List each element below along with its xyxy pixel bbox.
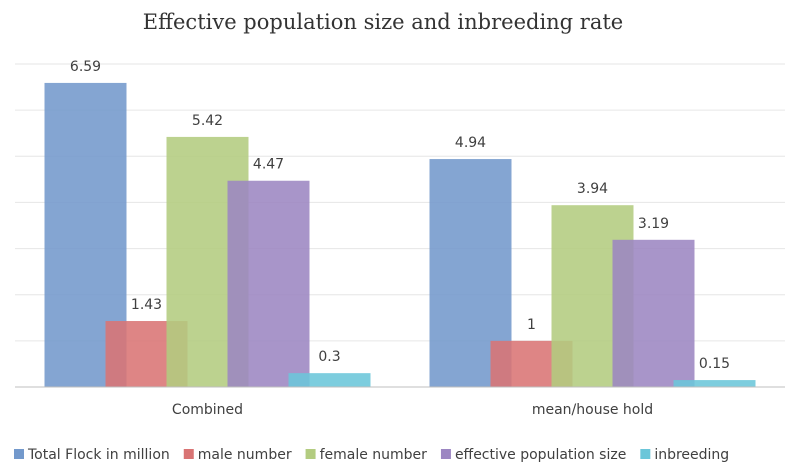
legend-swatch xyxy=(183,449,194,459)
category-labels: Combined mean/house hold xyxy=(172,402,653,418)
gridlines xyxy=(15,63,785,342)
data-label: 3.94 xyxy=(577,181,608,197)
legend-label: male number xyxy=(198,447,292,463)
data-label: 6.59 xyxy=(70,59,101,75)
data-label: 4.47 xyxy=(253,157,284,173)
bar-inbreeding-1 xyxy=(673,380,756,387)
legend: Total Flock in million male number female … xyxy=(14,447,729,463)
data-label: 4.94 xyxy=(455,135,486,151)
bars xyxy=(44,82,756,387)
data-label: 0.15 xyxy=(699,356,730,372)
legend-label: female number xyxy=(320,447,428,463)
data-labels: 6.59 1.43 5.42 4.47 0.3 4.94 1 3.94 3.19 0.15 xyxy=(70,59,730,372)
bar-effective-population-size-0 xyxy=(227,180,310,387)
category-label: Combined xyxy=(172,402,243,418)
bar-effective-population-size-1 xyxy=(612,239,695,387)
legend-label: effective population size xyxy=(455,447,626,463)
data-label: 1.43 xyxy=(131,297,162,313)
chart-title: Effective population size and inbreeding… xyxy=(143,10,623,34)
legend-swatch xyxy=(640,449,651,459)
legend-swatch xyxy=(305,449,316,459)
category-label: mean/house hold xyxy=(532,402,653,418)
legend-swatch xyxy=(440,449,451,459)
legend-label: Total Flock in million xyxy=(27,447,170,463)
data-label: 1 xyxy=(527,317,536,333)
data-label: 3.19 xyxy=(638,216,669,232)
legend-swatch xyxy=(14,449,24,459)
bar-inbreeding-0 xyxy=(288,373,371,387)
data-label: 5.42 xyxy=(192,113,223,129)
legend-label: inbreeding xyxy=(654,447,729,463)
data-label: 0.3 xyxy=(318,349,340,365)
